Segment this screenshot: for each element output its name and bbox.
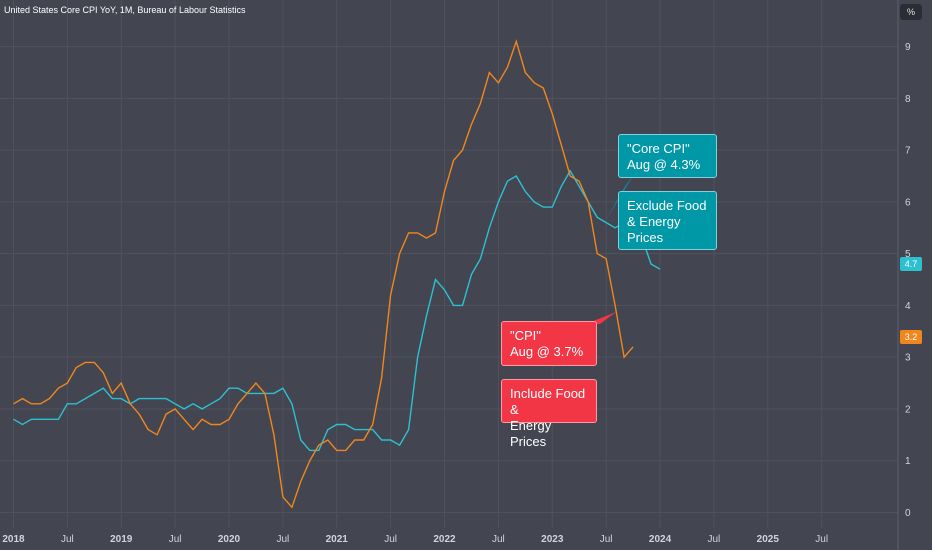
- core-cpi-line: [13, 169, 661, 452]
- core-cpi-callout[interactable]: "Core CPI" Aug @ 4.3%: [618, 134, 717, 178]
- x-tick-label: 2022: [433, 534, 456, 545]
- unit-badge[interactable]: %: [900, 4, 922, 20]
- cpi-last-value-label: 3.2: [900, 330, 922, 344]
- y-tick-label: 2: [905, 404, 911, 415]
- x-tick-label: 2021: [326, 534, 349, 545]
- x-tick-label: 2018: [2, 534, 25, 545]
- y-tick-label: 6: [905, 197, 911, 208]
- x-tick-label: Jul: [815, 534, 828, 545]
- x-tick-label: 2019: [110, 534, 133, 545]
- cpi-callout[interactable]: "CPI" Aug @ 3.7%: [501, 321, 597, 366]
- x-tick-label: Jul: [492, 534, 505, 545]
- x-tick-label: Jul: [276, 534, 289, 545]
- y-tick-label: 1: [905, 456, 911, 467]
- x-tick-label: 2024: [649, 534, 672, 545]
- core-cpi-description-callout[interactable]: Exclude Food & Energy Prices: [618, 191, 717, 250]
- x-tick-label: Jul: [600, 534, 613, 545]
- y-tick-label: 7: [905, 146, 911, 157]
- y-tick-label: 8: [905, 94, 911, 105]
- y-tick-label: 0: [905, 508, 911, 519]
- y-axis-ticks: 0 1 2 3 4 5 6 7 8 9: [905, 42, 911, 519]
- x-tick-label: Jul: [384, 534, 397, 545]
- x-axis-ticks: 2018 Jul 2019 Jul 2020 Jul 2021 Jul 2022 Jul 2023 J…: [2, 534, 828, 545]
- y-tick-label: 4: [905, 301, 911, 312]
- y-tick-label: 3: [905, 353, 911, 364]
- chart-grid: [0, 0, 898, 528]
- cpi-description-callout[interactable]: Include Food & Energy Prices: [501, 379, 597, 449]
- x-tick-label: 2025: [757, 534, 780, 545]
- y-tick-label: 5: [905, 249, 911, 260]
- x-tick-label: 2023: [541, 534, 564, 545]
- core-last-value-label: 4.7: [900, 257, 922, 271]
- cpi-line: [13, 39, 634, 509]
- chart-title: United States Core CPI YoY, 1M, Bureau o…: [4, 5, 246, 15]
- y-tick-label: 9: [905, 42, 911, 53]
- x-tick-label: 2020: [218, 534, 241, 545]
- x-tick-label: Jul: [169, 534, 182, 545]
- x-tick-label: Jul: [708, 534, 721, 545]
- x-tick-label: Jul: [61, 534, 74, 545]
